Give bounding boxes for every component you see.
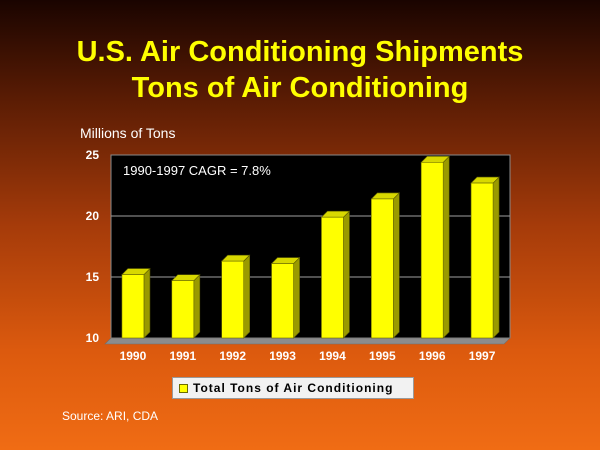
source-note: Source: ARI, CDA: [62, 409, 159, 423]
y-axis-label: Millions of Tons: [80, 125, 176, 141]
bar: [470, 182, 494, 339]
bar-side: [492, 176, 500, 339]
y-tick-label: 25: [86, 148, 100, 162]
plot-area: [110, 154, 511, 339]
x-tick-label: 1995: [369, 349, 396, 363]
chart-title-line2: Tons of Air Conditioning: [131, 72, 469, 104]
bar: [271, 263, 294, 339]
bar-side: [293, 256, 300, 339]
x-tick-label: 1990: [120, 349, 147, 363]
x-tick-label: 1994: [319, 349, 346, 363]
cagr-annotation: 1990-1997 CAGR = 7.8%: [123, 163, 271, 178]
y-tick-label: 15: [86, 270, 100, 284]
x-tick-label: 1992: [219, 349, 246, 363]
bar: [371, 198, 394, 339]
bar-side: [243, 254, 250, 339]
bar-side: [343, 210, 350, 339]
bar-side: [393, 192, 400, 339]
bar: [121, 274, 145, 339]
legend-swatch: [179, 384, 188, 393]
chart-title-line1: U.S. Air Conditioning Shipments: [76, 36, 524, 68]
bar-side: [193, 273, 201, 339]
x-tick-label: 1991: [169, 349, 196, 363]
bar-side: [442, 155, 450, 339]
bar: [420, 162, 444, 339]
legend: Total Tons of Air Conditioning: [172, 377, 414, 399]
bar: [221, 260, 244, 339]
x-tick-label: 1996: [419, 349, 446, 363]
plot-floor: [104, 337, 511, 345]
bar: [171, 280, 195, 339]
x-tick-label: 1993: [269, 349, 296, 363]
bar-side: [143, 267, 151, 339]
y-tick-label: 10: [86, 331, 100, 345]
y-tick-label: 20: [86, 209, 100, 223]
bar: [321, 216, 344, 339]
x-tick-label: 1997: [469, 349, 496, 363]
legend-label: Total Tons of Air Conditioning: [193, 381, 394, 395]
